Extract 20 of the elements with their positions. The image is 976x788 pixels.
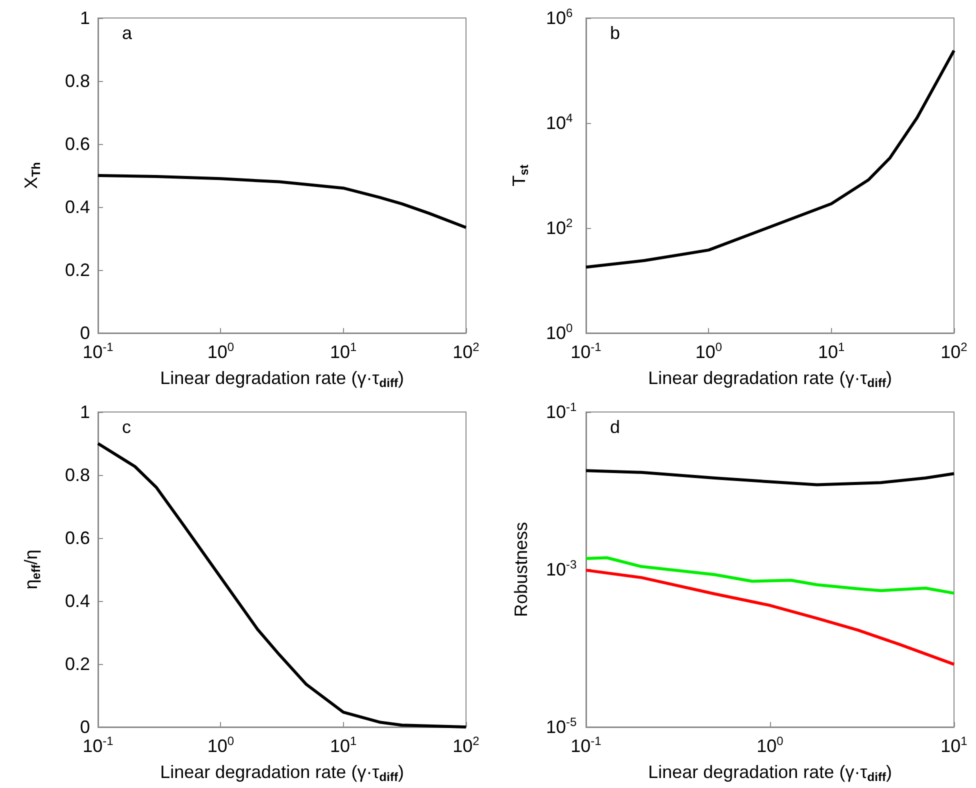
y-tick-label: 0.2: [64, 260, 90, 280]
y-axis-title: ηeff/η: [21, 550, 43, 590]
annotation: b: [610, 23, 620, 43]
y-tick-label: 1: [80, 8, 90, 28]
y-tick-label: 0: [80, 717, 90, 737]
y-tick-label: 0.2: [64, 654, 90, 674]
y-tick-label: 0.4: [64, 591, 90, 611]
y-tick-label: 1: [80, 402, 90, 422]
y-tick-label: 0.4: [64, 197, 90, 217]
annotation: c: [122, 417, 131, 437]
y-axis-title: Robustness: [511, 522, 531, 618]
annotation: a: [122, 23, 133, 43]
annotation: d: [610, 417, 620, 437]
y-axis-title: Tst: [509, 164, 531, 186]
y-axis-title: XTh: [21, 162, 43, 189]
y-tick-label: 0: [80, 323, 90, 343]
y-tick-label: 0.8: [64, 71, 90, 91]
y-tick-label: 0.6: [64, 528, 90, 548]
y-tick-label: 0.8: [64, 465, 90, 485]
y-tick-label: 0.6: [64, 134, 90, 154]
